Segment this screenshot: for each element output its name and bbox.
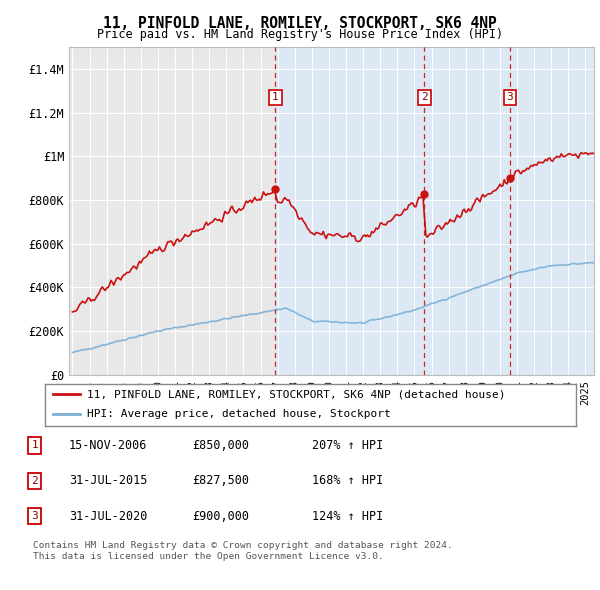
Text: Price paid vs. HM Land Registry's House Price Index (HPI): Price paid vs. HM Land Registry's House … xyxy=(97,28,503,41)
Text: £900,000: £900,000 xyxy=(192,510,249,523)
Text: 15-NOV-2006: 15-NOV-2006 xyxy=(69,439,148,452)
Text: 2: 2 xyxy=(421,93,428,103)
Text: 31-JUL-2015: 31-JUL-2015 xyxy=(69,474,148,487)
Text: £827,500: £827,500 xyxy=(192,474,249,487)
Text: 11, PINFOLD LANE, ROMILEY, STOCKPORT, SK6 4NP: 11, PINFOLD LANE, ROMILEY, STOCKPORT, SK… xyxy=(103,16,497,31)
Text: 11, PINFOLD LANE, ROMILEY, STOCKPORT, SK6 4NP (detached house): 11, PINFOLD LANE, ROMILEY, STOCKPORT, SK… xyxy=(88,389,506,399)
Text: 3: 3 xyxy=(506,93,513,103)
Text: 1: 1 xyxy=(272,93,279,103)
Text: 2: 2 xyxy=(31,476,38,486)
Text: 31-JUL-2020: 31-JUL-2020 xyxy=(69,510,148,523)
Bar xyxy=(275,47,594,375)
Text: Contains HM Land Registry data © Crown copyright and database right 2024.: Contains HM Land Registry data © Crown c… xyxy=(33,540,453,549)
Text: £850,000: £850,000 xyxy=(192,439,249,452)
Text: 124% ↑ HPI: 124% ↑ HPI xyxy=(312,510,383,523)
Text: 168% ↑ HPI: 168% ↑ HPI xyxy=(312,474,383,487)
Text: 3: 3 xyxy=(31,512,38,521)
Text: 207% ↑ HPI: 207% ↑ HPI xyxy=(312,439,383,452)
Text: 1: 1 xyxy=(31,441,38,450)
Text: This data is licensed under the Open Government Licence v3.0.: This data is licensed under the Open Gov… xyxy=(33,552,384,560)
Text: HPI: Average price, detached house, Stockport: HPI: Average price, detached house, Stoc… xyxy=(88,409,391,419)
